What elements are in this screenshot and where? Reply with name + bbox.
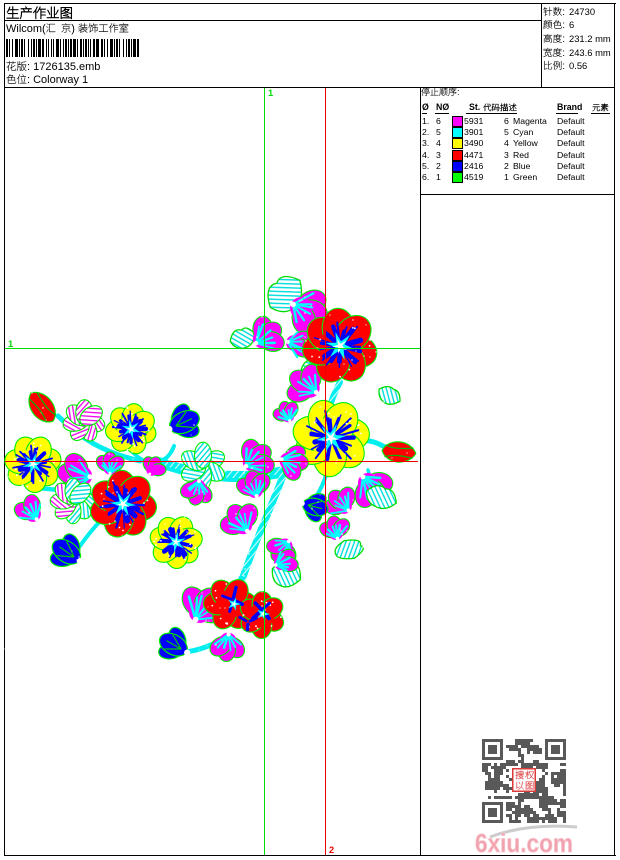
- svg-text:2: 2: [329, 845, 334, 855]
- svg-text:Default: Default: [557, 138, 585, 148]
- svg-text:: 1726135.emb: : 1726135.emb: [27, 61, 100, 73]
- svg-text:Default: Default: [557, 172, 585, 182]
- svg-text:4471: 4471: [464, 150, 483, 160]
- svg-text:Green: Green: [513, 172, 537, 182]
- svg-text:5.: 5.: [422, 161, 429, 171]
- svg-text::: :: [457, 87, 460, 97]
- svg-text:231.2 mm: 231.2 mm: [569, 33, 611, 44]
- svg-text:Ø: Ø: [422, 102, 429, 112]
- svg-text::: :: [562, 7, 565, 18]
- svg-text:3490: 3490: [464, 138, 483, 148]
- svg-text:Wilcom(: Wilcom(: [6, 23, 46, 35]
- svg-text:1: 1: [504, 172, 509, 182]
- svg-text:Red: Red: [513, 150, 529, 160]
- svg-text:Default: Default: [557, 116, 585, 126]
- svg-text:24730: 24730: [569, 6, 595, 17]
- svg-text:6.: 6.: [422, 172, 429, 182]
- svg-text:: Colorway 1: : Colorway 1: [27, 74, 88, 86]
- svg-text:6: 6: [504, 116, 509, 126]
- svg-text:6: 6: [569, 19, 574, 30]
- svg-text:Default: Default: [557, 161, 585, 171]
- svg-text:4: 4: [436, 138, 441, 148]
- svg-text:243.6 mm: 243.6 mm: [569, 47, 611, 58]
- svg-text:3.: 3.: [422, 138, 429, 148]
- svg-text:0.56: 0.56: [569, 60, 587, 71]
- svg-text:Default: Default: [557, 127, 585, 137]
- svg-text:3901: 3901: [464, 127, 483, 137]
- svg-text:1: 1: [268, 88, 273, 98]
- svg-text:4.: 4.: [422, 150, 429, 160]
- svg-text:6: 6: [436, 116, 441, 126]
- svg-text:1: 1: [436, 172, 441, 182]
- svg-text:St.: St.: [469, 102, 480, 112]
- svg-text:2.: 2.: [422, 127, 429, 137]
- svg-text:Brand: Brand: [557, 102, 582, 112]
- svg-text:5: 5: [436, 127, 441, 137]
- svg-text:2: 2: [436, 161, 441, 171]
- svg-text:4: 4: [504, 138, 509, 148]
- svg-text:1.: 1.: [422, 116, 429, 126]
- svg-text:3: 3: [504, 150, 509, 160]
- svg-text:6xiu.com: 6xiu.com: [475, 830, 573, 859]
- svg-text:5931: 5931: [464, 116, 483, 126]
- svg-text:): ): [71, 23, 75, 35]
- svg-text:Cyan: Cyan: [513, 127, 533, 137]
- svg-text:2416: 2416: [464, 161, 483, 171]
- svg-text::: :: [562, 34, 565, 45]
- svg-text::: :: [562, 61, 565, 72]
- svg-text:Magenta: Magenta: [513, 116, 547, 126]
- svg-text:5: 5: [504, 127, 509, 137]
- svg-text:NØ: NØ: [436, 102, 449, 112]
- svg-text::: :: [562, 48, 565, 59]
- svg-text:Blue: Blue: [513, 161, 531, 171]
- svg-text:1: 1: [8, 339, 13, 349]
- svg-text:4519: 4519: [464, 172, 483, 182]
- svg-text:2: 2: [504, 161, 509, 171]
- svg-text::: :: [562, 20, 565, 31]
- svg-text:Default: Default: [557, 150, 585, 160]
- svg-text:3: 3: [436, 150, 441, 160]
- svg-text:Yellow: Yellow: [513, 138, 539, 148]
